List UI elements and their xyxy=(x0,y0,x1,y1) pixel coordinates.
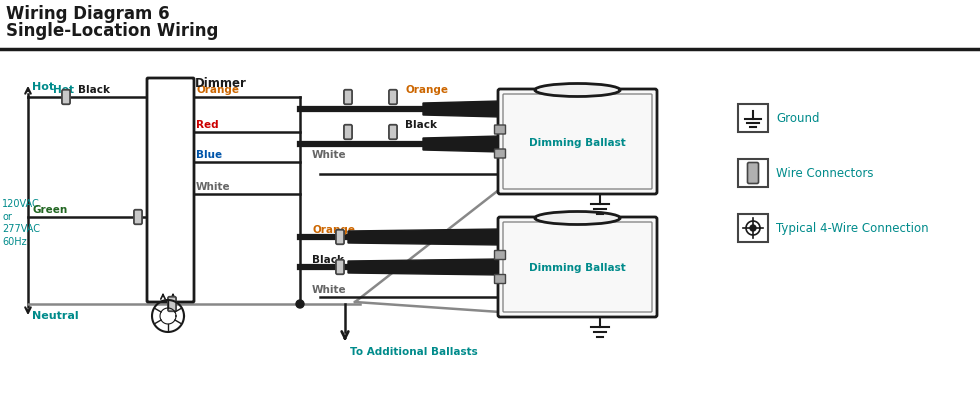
Ellipse shape xyxy=(535,212,620,225)
FancyBboxPatch shape xyxy=(738,160,768,188)
Text: Orange: Orange xyxy=(196,85,239,95)
Text: Dimmer: Dimmer xyxy=(195,77,247,90)
Text: Dimming Ballast: Dimming Ballast xyxy=(529,137,626,147)
FancyBboxPatch shape xyxy=(62,91,70,105)
Text: Orange: Orange xyxy=(312,225,355,235)
Text: Neutral: Neutral xyxy=(32,310,78,320)
FancyBboxPatch shape xyxy=(748,163,759,184)
Polygon shape xyxy=(423,137,500,153)
Text: Blue: Blue xyxy=(196,150,222,160)
Text: To Additional Ballasts: To Additional Ballasts xyxy=(350,346,478,356)
FancyBboxPatch shape xyxy=(495,150,506,159)
FancyBboxPatch shape xyxy=(147,79,194,302)
Polygon shape xyxy=(348,259,500,275)
FancyBboxPatch shape xyxy=(738,105,768,133)
Polygon shape xyxy=(423,102,500,118)
FancyBboxPatch shape xyxy=(389,91,397,105)
Text: Orange: Orange xyxy=(405,85,448,95)
FancyBboxPatch shape xyxy=(389,126,397,140)
Text: Hot: Hot xyxy=(53,85,74,95)
Circle shape xyxy=(750,225,756,231)
Circle shape xyxy=(296,300,304,308)
FancyBboxPatch shape xyxy=(336,260,344,275)
FancyBboxPatch shape xyxy=(495,251,506,260)
FancyBboxPatch shape xyxy=(168,297,176,312)
Text: White: White xyxy=(312,284,347,294)
Text: Typical 4-Wire Connection: Typical 4-Wire Connection xyxy=(776,222,929,235)
Text: Hot: Hot xyxy=(32,82,54,92)
Text: Red: Red xyxy=(196,120,219,130)
Text: Single-Location Wiring: Single-Location Wiring xyxy=(6,22,219,40)
Text: Ground: Ground xyxy=(776,112,819,125)
Text: Black: Black xyxy=(405,120,437,130)
Text: Wire Connectors: Wire Connectors xyxy=(776,167,873,180)
Ellipse shape xyxy=(535,84,620,97)
FancyBboxPatch shape xyxy=(336,230,344,245)
FancyBboxPatch shape xyxy=(344,91,352,105)
FancyBboxPatch shape xyxy=(503,95,652,190)
FancyBboxPatch shape xyxy=(495,275,506,284)
FancyBboxPatch shape xyxy=(344,126,352,140)
Text: Wiring Diagram 6: Wiring Diagram 6 xyxy=(6,5,170,23)
Text: Dimming Ballast: Dimming Ballast xyxy=(529,262,626,272)
Polygon shape xyxy=(348,229,500,245)
FancyBboxPatch shape xyxy=(498,90,657,194)
FancyBboxPatch shape xyxy=(495,126,506,135)
Text: 120VAC
or
277VAC
60Hz: 120VAC or 277VAC 60Hz xyxy=(2,199,40,246)
Text: White: White xyxy=(196,182,230,192)
Text: Green: Green xyxy=(32,205,68,215)
Text: Black: Black xyxy=(78,85,110,95)
FancyBboxPatch shape xyxy=(498,217,657,317)
Text: Black: Black xyxy=(312,254,344,264)
Text: White: White xyxy=(312,150,347,160)
FancyBboxPatch shape xyxy=(503,223,652,312)
FancyBboxPatch shape xyxy=(738,215,768,242)
FancyBboxPatch shape xyxy=(134,210,142,225)
